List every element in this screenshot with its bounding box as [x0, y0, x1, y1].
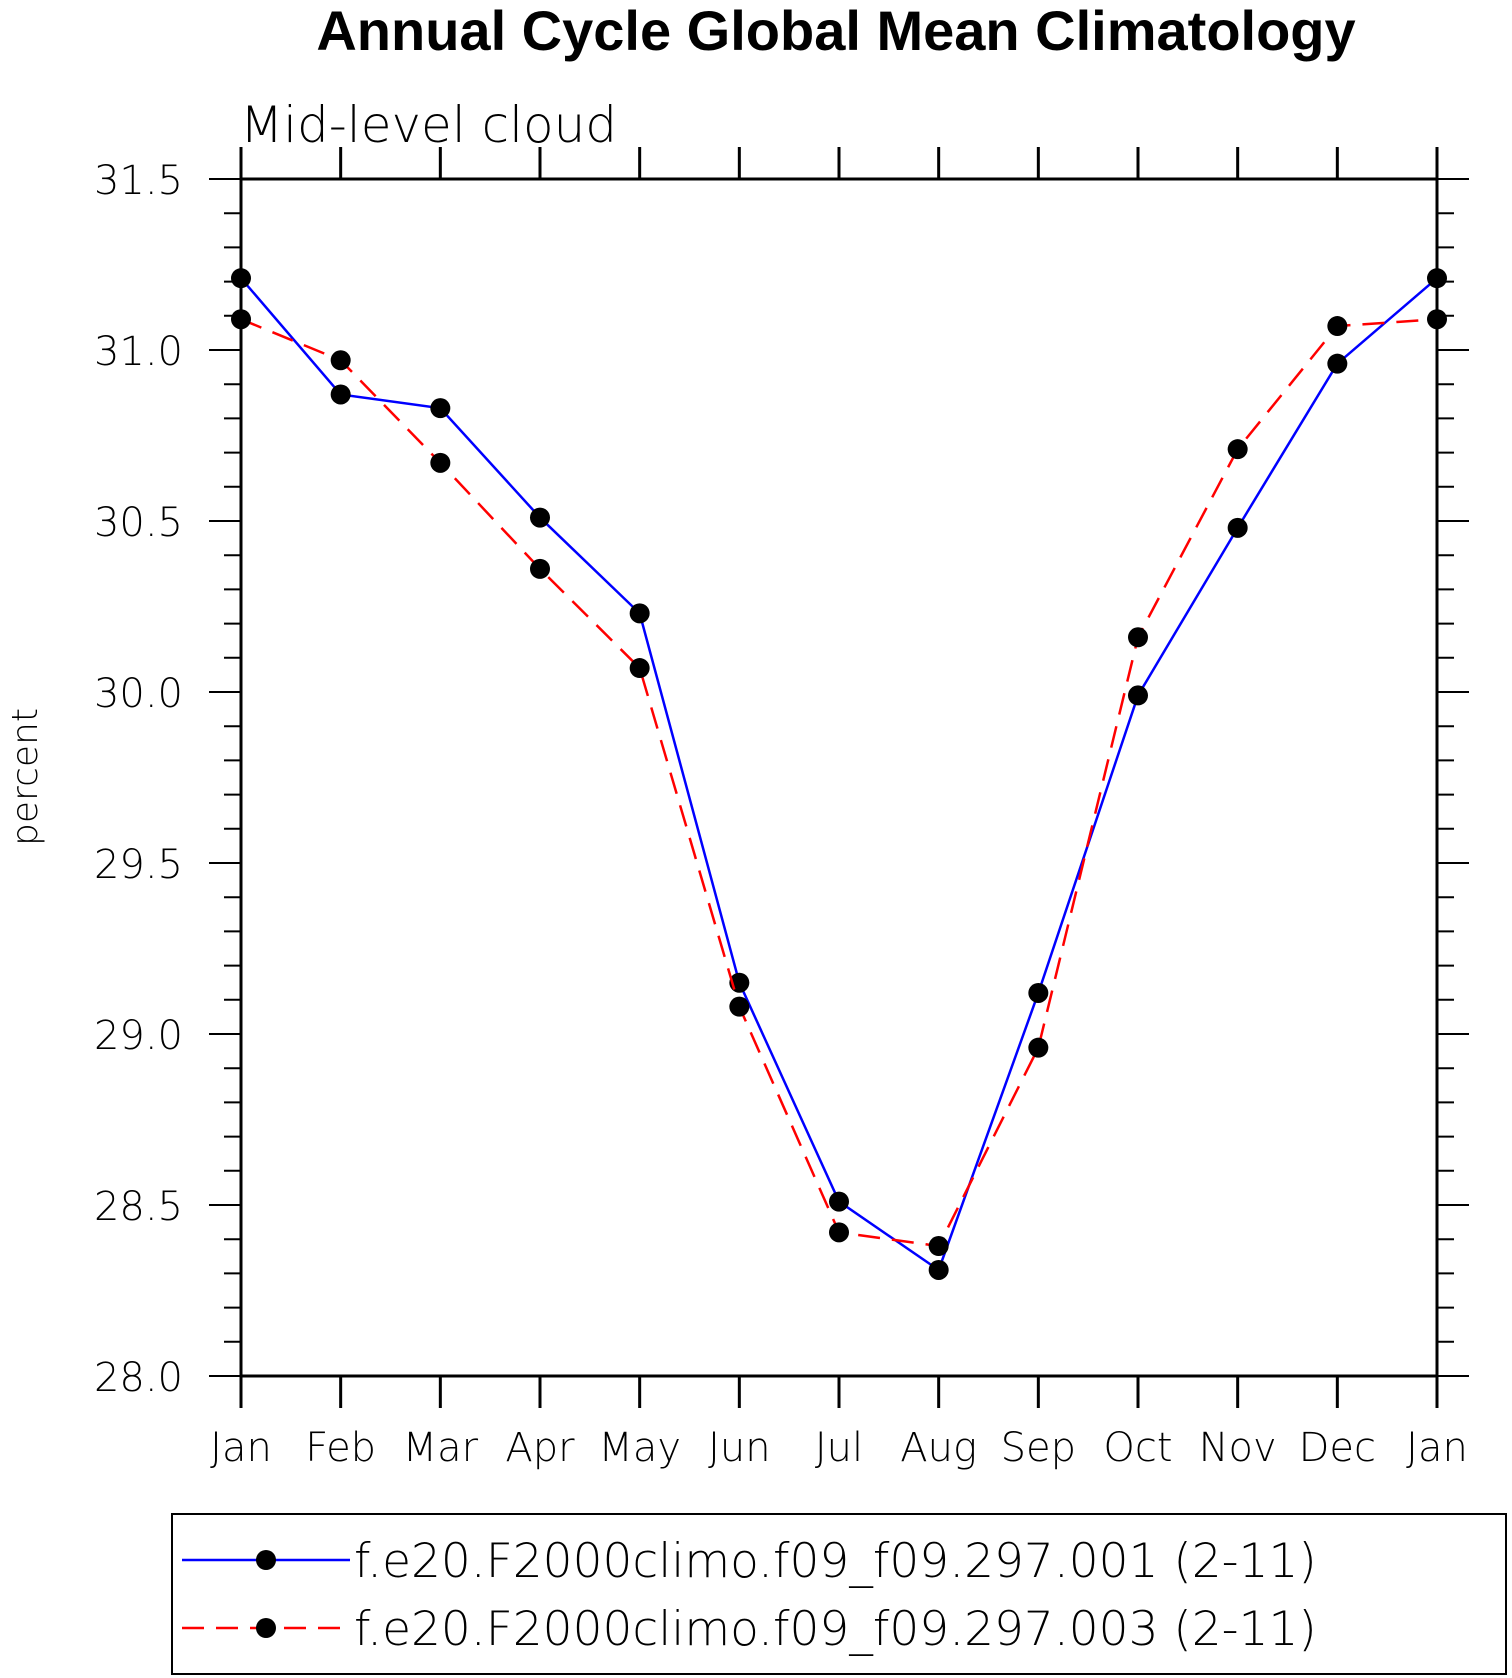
data-point [829, 1222, 849, 1243]
data-point [1128, 627, 1148, 648]
x-tick-label: May [598, 1425, 681, 1471]
series-2 [231, 309, 1447, 1257]
data-point [530, 558, 550, 579]
data-point [330, 384, 351, 405]
legend-marker [256, 1550, 276, 1570]
data-point [729, 996, 750, 1017]
data-point [1427, 309, 1447, 330]
chart-title: Annual Cycle Global Mean Climatology [316, 0, 1355, 62]
axes: Jan Feb Mar Apr May Jun Jul Aug Sep Oct Nov Dec Jan 2… [94, 147, 1469, 1471]
y-tick-label: 31.5 [94, 158, 183, 204]
data-point [1327, 316, 1348, 337]
y-tick-label: 29.0 [94, 1013, 183, 1059]
y-tick-label: 31.0 [94, 329, 183, 375]
data-point [629, 658, 650, 679]
data-point [1227, 439, 1248, 460]
x-tick-label: Feb [305, 1425, 376, 1471]
x-tick-label: Mar [403, 1425, 479, 1471]
data-point [430, 398, 451, 419]
data-point [231, 268, 251, 289]
legend-label: f.e20.F2000climo.f09_f09.297.003 (2-11) [354, 1602, 1317, 1657]
y-axis-label: percent [5, 708, 46, 846]
series-1 [231, 268, 1447, 1280]
legend-marker [256, 1618, 276, 1638]
x-tick-label: Apr [505, 1425, 575, 1471]
data-point [1227, 517, 1248, 538]
y-tick-label: 30.0 [94, 671, 183, 717]
data-point [928, 1236, 949, 1257]
legend-box [171, 1513, 1507, 1675]
data-point [1327, 353, 1348, 374]
data-point [928, 1259, 949, 1280]
x-tick-label: Sep [1001, 1425, 1076, 1471]
x-tick-label: Jul [815, 1425, 863, 1471]
data-point [231, 309, 251, 330]
data-point [530, 507, 550, 528]
data-point [430, 452, 451, 473]
data-point [1128, 685, 1148, 706]
x-tick-label: Jan [1406, 1425, 1468, 1471]
chart-subtitle: Mid-level cloud [240, 96, 617, 154]
data-point [629, 603, 650, 624]
data-point [829, 1191, 849, 1212]
legend: f.e20.F2000climo.f09_f09.297.001 (2-11) f… [171, 1513, 1507, 1675]
y-tick-label: 28.5 [94, 1184, 183, 1230]
x-tick-label: Jun [708, 1425, 771, 1471]
x-tick-label: Aug [900, 1425, 977, 1471]
x-tick-label: Oct [1103, 1425, 1172, 1471]
data-point [330, 350, 351, 371]
data-point [1427, 268, 1447, 289]
legend-label: f.e20.F2000climo.f09_f09.297.001 (2-11) [354, 1534, 1317, 1589]
x-tick-label: Dec [1299, 1425, 1376, 1471]
series-group [231, 268, 1447, 1280]
data-point [1028, 1037, 1049, 1058]
y-tick-label: 29.5 [94, 842, 183, 888]
data-point [1028, 982, 1049, 1003]
y-tick-label: 30.5 [94, 500, 183, 546]
x-tick-label: Jan [210, 1425, 272, 1471]
series-line [240, 317, 1438, 1248]
series-line [240, 277, 1438, 1272]
y-tick-label: 28.0 [94, 1355, 183, 1401]
x-tick-label: Nov [1199, 1425, 1277, 1471]
